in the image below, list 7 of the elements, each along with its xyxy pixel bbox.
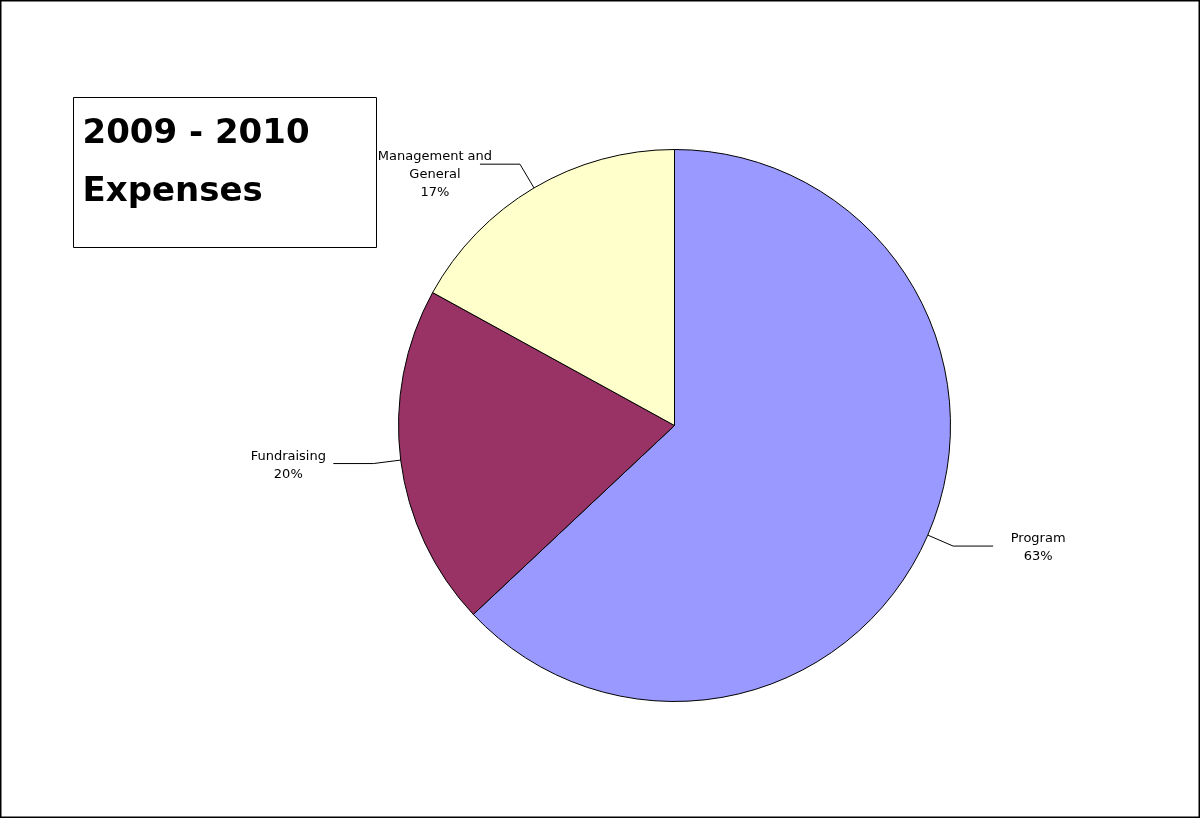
- chart-title: 2009 - 2010 Expenses: [82, 110, 310, 209]
- slice-label: Program: [1010, 530, 1066, 546]
- slice-label: Management and General: [377, 148, 493, 182]
- data-label: 20%: [273, 465, 303, 481]
- slice-label: Fundraising: [250, 447, 326, 463]
- data-label: 63%: [1023, 548, 1053, 564]
- data-label: 17%: [420, 184, 450, 200]
